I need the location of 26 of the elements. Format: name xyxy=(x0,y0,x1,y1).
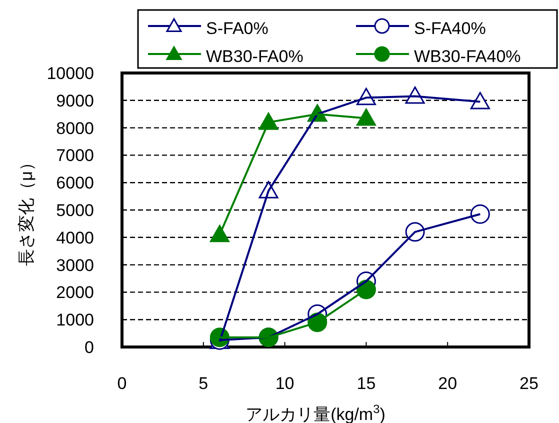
y-tick-label: 10000 xyxy=(46,64,94,83)
y-tick-label: 6000 xyxy=(56,174,94,193)
y-axis-title: 長さ変化（μ） xyxy=(17,154,36,266)
legend-label: WB30-FA0% xyxy=(206,47,304,66)
legend-label: S-FA40% xyxy=(414,19,486,38)
point xyxy=(356,108,376,126)
y-tick-label: 7000 xyxy=(56,146,94,166)
y-tick-label: 2000 xyxy=(56,283,94,302)
legend-label: WB30-FA40% xyxy=(414,47,521,66)
x-tick-label: 20 xyxy=(438,374,458,393)
y-tick-label: 5000 xyxy=(56,201,94,220)
y-tick-label: 8000 xyxy=(56,118,94,138)
y-tick-label: 1000 xyxy=(56,310,94,330)
y-tick-label: 3000 xyxy=(56,256,94,275)
y-tick-label: 0 xyxy=(84,338,94,357)
x-tick-label: 5 xyxy=(198,374,208,393)
y-tick-label: 4000 xyxy=(56,228,94,248)
x-tick-label: 10 xyxy=(275,374,294,393)
point xyxy=(470,92,490,110)
x-tick-label: 15 xyxy=(356,374,376,393)
y-tick-label: 9000 xyxy=(56,91,94,110)
x-tick-label: 0 xyxy=(117,374,127,393)
point xyxy=(210,224,230,242)
legend-label: S-FA0% xyxy=(206,19,268,38)
point xyxy=(470,204,490,224)
x-tick-label: 25 xyxy=(520,374,538,393)
